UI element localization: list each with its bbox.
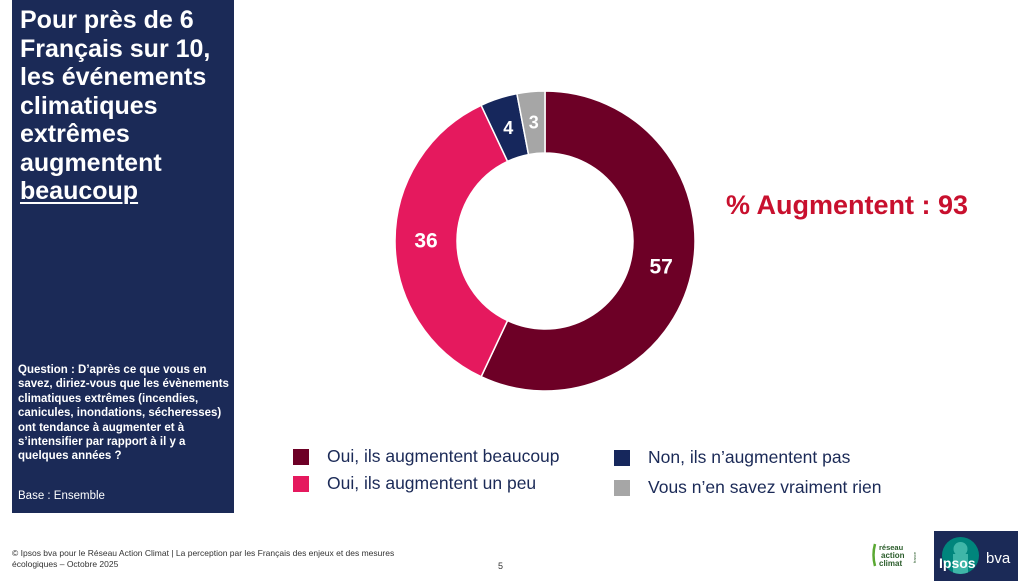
ipsos-mark: [942, 537, 979, 574]
question-text: Question : D’après ce que vous en savez,…: [18, 364, 229, 463]
footer-credit: © Ipsos bva pour le Réseau Action Climat…: [12, 548, 395, 569]
page-number: 5: [498, 561, 504, 571]
donut-label-beaucoup: 57: [649, 255, 672, 278]
donut-label-un-peu: 36: [414, 230, 437, 253]
legend-label-ne-sait-pas: Vous n’en savez vraiment rien: [648, 477, 882, 497]
base-text: Base : Ensemble: [18, 490, 105, 502]
slide-title-underlined: beaucoup: [20, 177, 139, 205]
svg-text:réseau: réseau: [879, 543, 904, 552]
kpi-total-augmentent: % Augmentent : 93: [726, 190, 969, 220]
legend-swatch-beaucoup: [293, 448, 309, 465]
slide-title-main: Pour près de 6 Français sur 10, les évén…: [20, 6, 211, 177]
legend-label-non: Non, ils n’augmentent pas: [648, 447, 851, 467]
ipsos-bva-logo: Ipsos bva: [934, 531, 1018, 581]
svg-text:climat: climat: [879, 559, 902, 568]
donut-slice-beaucoup: [480, 90, 696, 392]
legend-swatch-un-peu: [293, 475, 309, 492]
legend-label-beaucoup: Oui, ils augmentent beaucoup: [327, 446, 560, 466]
ipsos-wordmark: Ipsos: [939, 555, 976, 571]
donut-slice-ne-sait-pas: [516, 90, 546, 156]
legend-swatch-non: [614, 449, 630, 466]
svg-text:action: action: [881, 551, 905, 560]
svg-text:france: france: [912, 551, 917, 563]
sidebar-panel: Pour près de 6 Français sur 10, les évén…: [12, 0, 234, 513]
legend-item-ne-sait-pas: Vous n’en savez vraiment rien: [614, 477, 881, 498]
reseau-action-climat-logo: réseau action climat france: [872, 543, 917, 568]
slide-title: Pour près de 6 Français sur 10, les évén…: [20, 6, 230, 206]
legend-label-un-peu: Oui, ils augmentent un peu: [327, 473, 537, 493]
bva-wordmark: bva: [986, 550, 1011, 567]
donut-slice-un-peu: [394, 104, 509, 378]
legend-item-non: Non, ils n’augmentent pas: [614, 447, 850, 468]
legend-item-un-peu: Oui, ils augmentent un peu: [293, 473, 536, 494]
donut-label-non: 4: [503, 118, 513, 138]
donut-chart: 57 36 4 3: [394, 90, 696, 392]
legend-swatch-ne-sait-pas: [614, 479, 630, 496]
legend-item-beaucoup: Oui, ils augmentent beaucoup: [293, 446, 560, 467]
donut-label-ne-sait-pas: 3: [529, 113, 539, 133]
